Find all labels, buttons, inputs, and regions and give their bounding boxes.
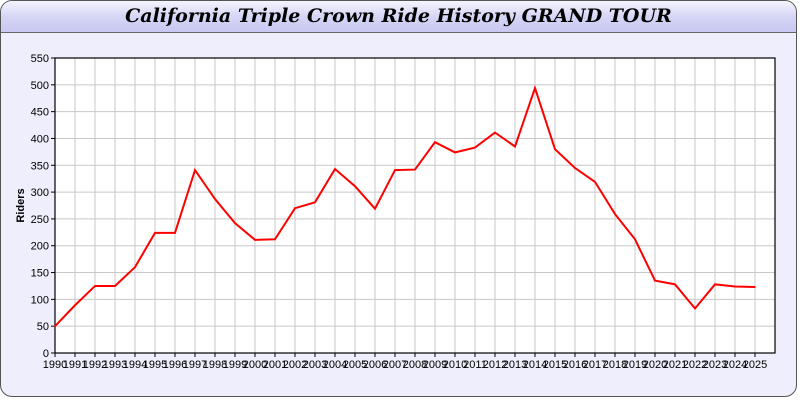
x-tick-label: 2014 <box>523 359 547 371</box>
x-tick-label: 2010 <box>443 359 467 371</box>
x-tick-label: 2020 <box>643 359 667 371</box>
x-tick-label: 1992 <box>83 359 107 371</box>
x-tick-label: 1998 <box>203 359 227 371</box>
x-tick-label: 2002 <box>283 359 307 371</box>
x-tick-label: 2000 <box>243 359 267 371</box>
x-tick-label: 2018 <box>603 359 627 371</box>
data-point-2007 <box>394 169 396 171</box>
data-point-2009 <box>434 141 436 144</box>
data-point-2015 <box>554 148 556 150</box>
y-tick-label: 350 <box>31 160 49 172</box>
y-tick-label: 0 <box>43 348 49 360</box>
x-tick-label: 2005 <box>343 359 367 371</box>
data-point-2005 <box>354 185 356 187</box>
data-point-2003 <box>314 201 316 204</box>
data-point-1993 <box>114 285 116 287</box>
data-point-1999 <box>234 222 236 224</box>
data-point-1991 <box>74 304 76 307</box>
data-point-1995 <box>154 232 156 234</box>
plot-border <box>54 57 776 354</box>
data-point-2006 <box>374 207 376 210</box>
x-tick-label: 2007 <box>383 359 407 371</box>
riders-line <box>54 84 756 327</box>
data-point-2008 <box>414 168 416 171</box>
data-point-1992 <box>94 285 96 287</box>
y-tick-label: 250 <box>31 214 49 226</box>
x-tick-label: 2011 <box>463 359 487 371</box>
y-tick-label: 400 <box>31 133 49 145</box>
data-point-1998 <box>214 198 216 200</box>
y-tick-label: 300 <box>31 187 49 199</box>
x-tick-label: 1991 <box>63 359 87 371</box>
x-tick-label: 2003 <box>303 359 327 371</box>
y-tick-label: 100 <box>31 294 49 306</box>
data-point-2019 <box>634 238 636 241</box>
x-tick-label: 2012 <box>483 359 507 371</box>
y-tick-label: 450 <box>31 107 49 119</box>
title-bar: California Triple Crown Ride History GRA… <box>1 1 796 33</box>
data-point-2018 <box>614 213 616 215</box>
data-point-1997 <box>194 169 196 171</box>
data-point-2014 <box>534 87 536 89</box>
x-tick-label: 1999 <box>223 359 247 371</box>
x-tick-label: 1997 <box>183 359 207 371</box>
data-point-2023 <box>714 283 716 286</box>
y-tick-label: 550 <box>31 53 49 65</box>
data-point-2021 <box>674 283 676 286</box>
data-point-2001 <box>274 238 276 241</box>
data-point-1994 <box>134 266 136 268</box>
data-point-1990 <box>54 325 56 327</box>
x-tick-label: 2023 <box>703 359 727 371</box>
data-point-2004 <box>334 168 336 170</box>
y-tick-label: 500 <box>31 80 49 92</box>
x-tick-label: 2015 <box>543 359 567 371</box>
data-point-2017 <box>594 181 596 183</box>
x-tick-label: 2001 <box>263 359 287 371</box>
data-point-2016 <box>574 167 576 169</box>
data-point-2020 <box>654 279 656 282</box>
y-axis-label: Riders <box>15 188 27 222</box>
data-point-2022 <box>694 307 696 310</box>
data-point-2013 <box>514 145 516 148</box>
y-tick-label: 200 <box>31 241 49 253</box>
data-point-2011 <box>474 146 476 149</box>
x-tick-label: 1990 <box>43 359 67 371</box>
data-point-2012 <box>494 131 496 134</box>
data-point-2024 <box>734 285 736 288</box>
x-tick-label: 2019 <box>623 359 647 371</box>
x-tick-label: 1994 <box>123 359 147 371</box>
x-tick-label: 2022 <box>683 359 707 371</box>
x-tick-label: 2004 <box>323 359 347 371</box>
x-tick-label: 2013 <box>503 359 527 371</box>
data-point-2000 <box>254 239 256 241</box>
data-point-2010 <box>454 151 456 154</box>
x-tick-label: 2025 <box>743 359 767 371</box>
x-tick-label: 2021 <box>663 359 687 371</box>
x-tick-label: 2017 <box>583 359 607 371</box>
y-tick-label: 150 <box>31 268 49 280</box>
x-tick-label: 2024 <box>723 359 747 371</box>
data-point-2002 <box>294 207 296 209</box>
data-point-1996 <box>174 232 176 234</box>
x-tick-label: 1995 <box>143 359 167 371</box>
chart-title: California Triple Crown Ride History GRA… <box>125 5 672 27</box>
data-point-2025 <box>754 286 756 288</box>
y-tick-label: 50 <box>37 321 49 333</box>
x-tick-label: 2009 <box>423 359 447 371</box>
x-tick-label: 1993 <box>103 359 127 371</box>
x-tick-label: 2006 <box>363 359 387 371</box>
x-tick-label: 2008 <box>403 359 427 371</box>
x-tick-label: 2016 <box>563 359 587 371</box>
x-tick-label: 1996 <box>163 359 187 371</box>
